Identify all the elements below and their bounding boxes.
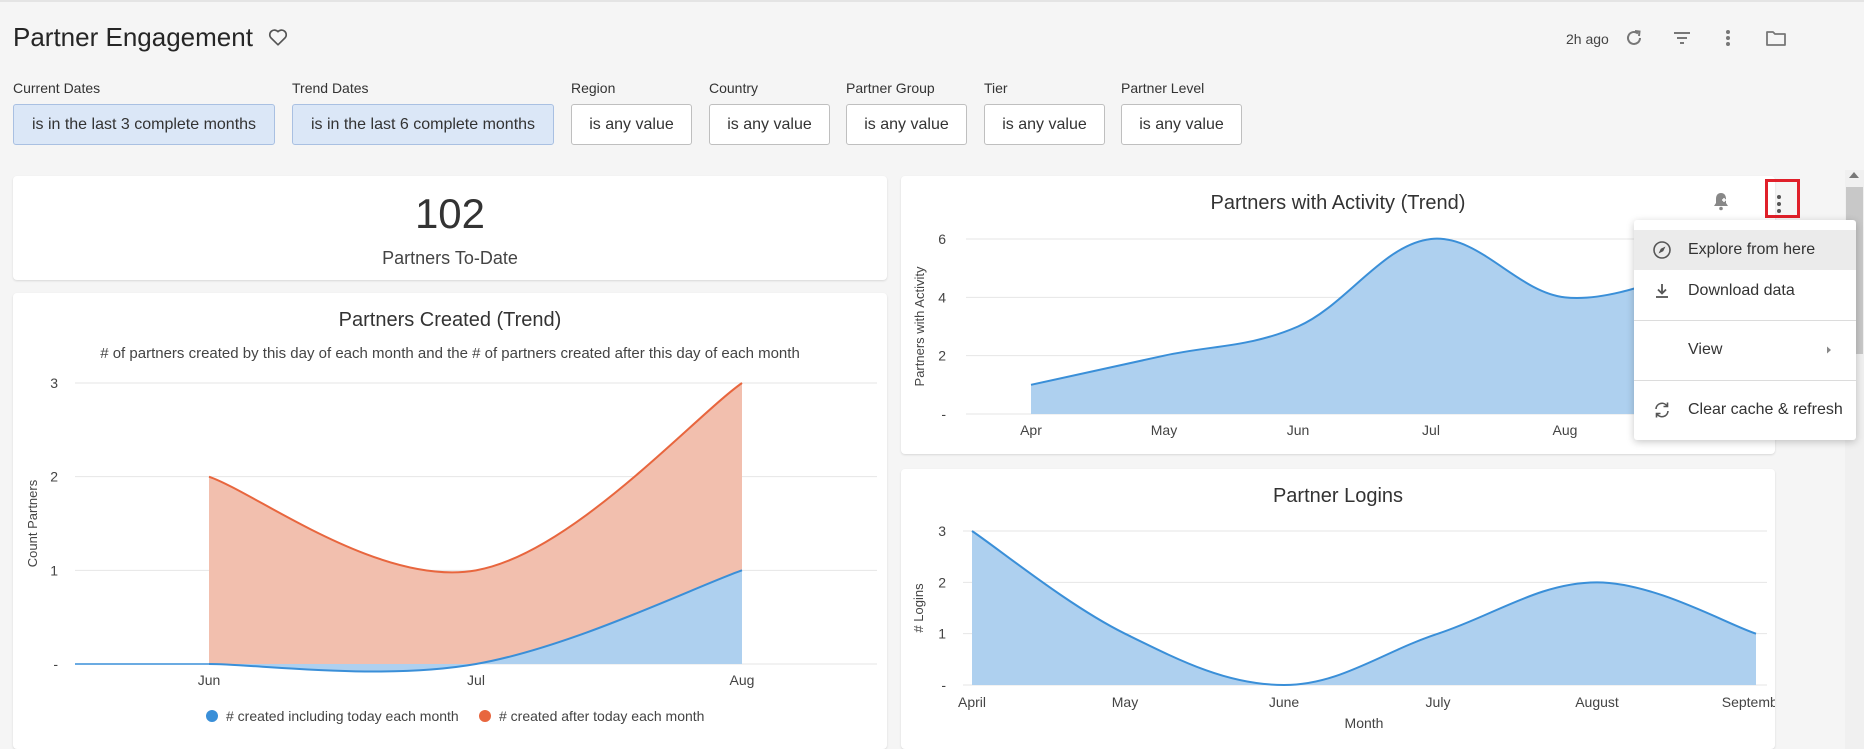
x-tick-label: May [1112,694,1138,710]
tile-menu-icon[interactable] [1767,192,1791,216]
chart-title: Partner Logins [1272,485,1404,507]
y-tick-label: - [941,406,946,422]
y-tick-label: 2 [938,574,946,590]
chevron-right-icon [1827,346,1831,354]
page-title: Partner Engagement [13,22,253,52]
x-tick-label: April [958,694,986,710]
menu-item-download[interactable]: Download data [1634,271,1856,311]
tile-partners-to-date: 102 Partners To-Date [13,176,887,280]
chart-title: Partners with Activity (Trend) [1210,192,1466,214]
y-tick-label: 2 [50,469,58,485]
filter-label: Tier [984,80,1008,96]
series-area-including-today [209,570,742,672]
y-tick-label: 3 [938,523,946,539]
x-tick-label: Jul [1422,422,1440,438]
y-axis-title: Partners with Activity [912,266,927,386]
partners-activity-chart: -246AprMayJunJulAugSepPartners with Acti… [912,231,1767,438]
x-tick-label: Apr [1020,422,1042,438]
series-area-after-today [209,383,742,672]
menu-item-clear-cache[interactable]: Clear cache & refresh [1634,390,1856,430]
x-tick-label: September [1722,694,1775,710]
y-tick-label: 3 [50,375,58,391]
filter-icon[interactable] [1670,26,1694,50]
filter-value-button[interactable]: is in the last 3 complete months [13,104,275,145]
y-axis-title: # Logins [911,583,926,633]
series-area [972,531,1756,685]
more-vertical-icon[interactable] [1716,26,1740,50]
alert-bell-icon[interactable] [1711,190,1731,212]
x-tick-label: May [1151,422,1177,438]
menu-item-label: Explore from here [1688,241,1816,258]
tile-partners-created: Partners Created (Trend) # of partners c… [13,293,887,749]
y-tick-label: 6 [938,231,946,247]
refresh-icon[interactable] [1622,26,1646,50]
filter-label: Partner Level [1121,80,1205,96]
series-line [1030,237,1699,386]
filter-label: Current Dates [13,80,101,96]
filter-label: Region [571,80,616,96]
folder-icon[interactable] [1764,26,1788,50]
chart-title: Partners Created (Trend) [338,309,562,331]
filter-value-button[interactable]: is any value [846,104,967,145]
top-border [0,0,1864,2]
y-tick-label: - [941,677,946,693]
favorite-heart-icon[interactable] [267,26,289,48]
filter-value-button[interactable]: is any value [1121,104,1242,145]
menu-divider [1634,380,1856,381]
x-tick-label: June [1269,694,1300,710]
legend-label: # created after today each month [499,708,704,724]
partner-logins-chart: - 1 2 3 April May June July August September # Log… [911,523,1775,731]
refresh-icon [1655,402,1669,418]
legend-label: # created including today each month [226,708,459,724]
y-tick-label: - [53,656,58,672]
menu-item-label: Download data [1688,282,1795,299]
x-tick-label: August [1575,694,1619,710]
menu-divider [1634,320,1856,321]
y-axis-title: Count Partners [25,479,40,567]
x-tick-label: Jul [467,672,485,688]
download-icon [1656,284,1668,298]
y-tick-label: 4 [938,289,946,305]
series-line-including-today [208,569,743,673]
x-tick-label: Jun [1287,422,1310,438]
highlight-box [1765,179,1800,218]
series-line [971,530,1757,687]
menu-item-label: Clear cache & refresh [1688,401,1843,418]
filter-value-button[interactable]: is any value [571,104,692,145]
filter-label: Trend Dates [292,80,369,96]
filter-label: Partner Group [846,80,935,96]
filter-value-button[interactable]: is any value [984,104,1105,145]
x-tick-label: Aug [1553,422,1578,438]
scroll-up-arrow-icon[interactable] [1849,172,1859,178]
x-axis-title: Month [1345,715,1384,731]
x-tick-label: Aug [730,672,755,688]
tile-partner-logins: Partner Logins - 1 2 3 April May June July Augus… [901,469,1775,749]
x-tick-label: July [1426,694,1451,710]
filter-value-button[interactable]: is any value [709,104,830,145]
filter-label: Country [709,80,759,96]
y-tick-label: 1 [938,626,946,642]
kpi-label: Partners To-Date [382,248,518,268]
menu-item-label: View [1688,341,1723,358]
series-area [1031,238,1698,414]
y-tick-label: 1 [50,562,58,578]
y-tick-label: 2 [938,348,946,364]
filter-value-button[interactable]: is in the last 6 complete months [292,104,554,145]
legend-swatch [479,710,491,722]
menu-item-explore[interactable]: Explore from here [1634,230,1856,270]
last-updated-text: 2h ago [1566,31,1609,47]
tile-partners-with-activity: Partners with Activity (Trend) - 2 4 6 Apr Ma… [901,176,1781,454]
chart-subtitle: # of partners created by this day of eac… [100,345,800,362]
menu-item-view[interactable]: View [1634,330,1856,370]
series-line-after-today [208,382,743,574]
compass-icon [1653,241,1671,259]
legend-swatch [206,710,218,722]
x-tick-label: Jun [198,672,221,688]
partners-created-chart: - 1 2 3 Jun Jul Aug Count Partners # created inc… [25,375,877,724]
tile-context-menu: Explore from here Download data View Cle… [1634,220,1856,440]
kpi-value: 102 [414,190,486,237]
